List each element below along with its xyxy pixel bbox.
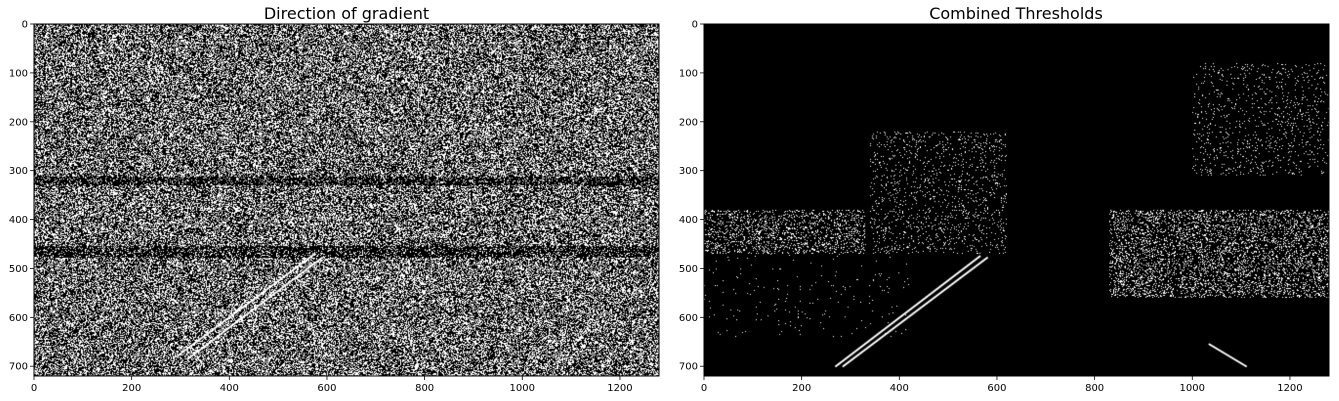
x-tick-label: 600 — [987, 383, 1006, 394]
y-axis: 0 100 200 300 400 500 600 700 — [679, 20, 704, 373]
panel-title: Direction of gradient — [264, 4, 429, 23]
x-tick-label: 200 — [792, 383, 811, 394]
x-tick-label: 400 — [220, 383, 239, 394]
y-tick-label: 200 — [679, 117, 698, 128]
y-tick-label: 0 — [692, 20, 698, 31]
y-tick-label: 200 — [9, 117, 28, 128]
panel-combined-thresholds: Combined Thresholds 0 200 400 600 800 1000 120… — [679, 4, 1330, 394]
binary-image — [34, 24, 659, 376]
y-tick-label: 600 — [679, 313, 698, 324]
axes-frame — [703, 23, 1330, 377]
y-tick-label: 700 — [9, 362, 28, 373]
y-tick-label: 400 — [679, 215, 698, 226]
y-tick-label: 600 — [9, 313, 28, 324]
x-tick-label: 200 — [122, 383, 141, 394]
y-tick-label: 0 — [22, 20, 28, 31]
x-tick-label: 1200 — [607, 383, 632, 394]
x-tick-label: 400 — [890, 383, 909, 394]
panel-title: Combined Thresholds — [929, 4, 1103, 23]
x-tick-label: 800 — [1085, 383, 1104, 394]
x-tick-label: 800 — [415, 383, 434, 394]
binary-image — [704, 24, 1329, 376]
x-tick-label: 0 — [701, 383, 707, 394]
y-tick-label: 700 — [679, 362, 698, 373]
y-tick-label: 300 — [9, 166, 28, 177]
x-tick-label: 600 — [317, 383, 336, 394]
y-tick-label: 400 — [9, 215, 28, 226]
y-tick-label: 300 — [679, 166, 698, 177]
x-tick-label: 1000 — [510, 383, 535, 394]
x-tick-label: 1000 — [1180, 383, 1205, 394]
y-tick-label: 100 — [679, 68, 698, 79]
y-axis: 0 100 200 300 400 500 600 700 — [9, 20, 34, 373]
y-tick-label: 500 — [679, 264, 698, 275]
x-axis: 0 200 400 600 800 1000 1200 — [31, 376, 633, 394]
x-axis: 0 200 400 600 800 1000 1200 — [701, 376, 1303, 394]
panel-direction-of-gradient: Direction of gradient 0 200 400 600 800 1000 1… — [9, 4, 660, 394]
axes-frame — [33, 23, 660, 377]
x-tick-label: 0 — [31, 383, 37, 394]
y-tick-label: 100 — [9, 68, 28, 79]
x-tick-label: 1200 — [1277, 383, 1302, 394]
y-tick-label: 500 — [9, 264, 28, 275]
